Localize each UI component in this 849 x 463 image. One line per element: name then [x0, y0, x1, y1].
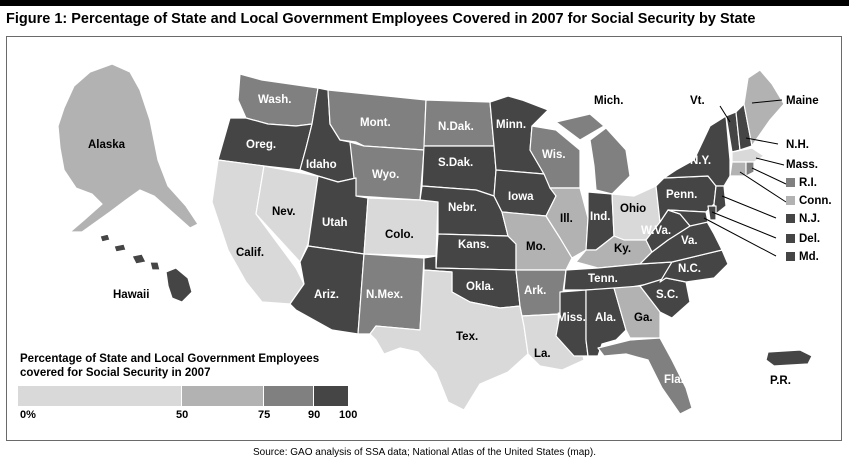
- label-minn: Minn.: [496, 119, 526, 131]
- legend-title-line2: covered for Social Security in 2007: [20, 367, 211, 379]
- label-wis: Wis.: [542, 149, 566, 161]
- label-ill: Ill.: [560, 213, 573, 225]
- legend-tick-0: 0%: [20, 409, 36, 421]
- label-maine: Maine: [786, 95, 819, 107]
- label-va: Va.: [681, 235, 698, 247]
- label-ga: Ga.: [634, 312, 653, 324]
- label-vt: Vt.: [690, 95, 705, 107]
- state-tex: [369, 269, 529, 411]
- figure-title: Figure 1: Percentage of State and Local …: [6, 11, 756, 27]
- swatch-md: [786, 252, 795, 261]
- label-mass: Mass.: [786, 159, 818, 171]
- label-ri: R.I.: [799, 177, 817, 189]
- swatch-del: [786, 234, 795, 243]
- state-ill: [545, 187, 589, 259]
- state-hawaii: [99, 233, 193, 303]
- label-ny: N.Y.: [690, 155, 711, 167]
- legend-swatches: [786, 178, 795, 261]
- label-hawaii: Hawaii: [113, 289, 149, 301]
- label-nmex: N.Mex.: [366, 289, 403, 301]
- state-mich: [555, 113, 631, 195]
- legend-seg-90-100: [314, 386, 348, 406]
- label-ohio: Ohio: [620, 203, 646, 215]
- label-ark: Ark.: [524, 285, 546, 297]
- legend-tick-100: 100: [339, 409, 358, 421]
- label-mich: Mich.: [594, 95, 623, 107]
- label-miss: Miss.: [557, 312, 586, 324]
- label-nh: N.H.: [786, 139, 809, 151]
- label-sc: S.C.: [656, 289, 678, 301]
- legend-tick-75: 75: [258, 409, 271, 421]
- legend-tick-50: 50: [176, 409, 189, 421]
- label-mo: Mo.: [526, 241, 546, 253]
- state-nc: [659, 249, 729, 283]
- label-ala: Ala.: [595, 312, 616, 324]
- label-conn: Conn.: [799, 195, 832, 207]
- label-alaska: Alaska: [88, 139, 126, 151]
- label-utah: Utah: [322, 217, 348, 229]
- label-wash: Wash.: [258, 94, 291, 106]
- label-okla: Okla.: [466, 281, 494, 293]
- label-ariz: Ariz.: [314, 289, 339, 301]
- label-wva: W.Va.: [641, 225, 671, 237]
- swatch-ri: [786, 178, 795, 187]
- state-ny: [663, 115, 731, 187]
- state-fla: [597, 337, 693, 415]
- label-mont: Mont.: [360, 117, 391, 129]
- state-nj: [713, 185, 727, 215]
- top-rule: [0, 0, 849, 6]
- label-penn: Penn.: [666, 189, 697, 201]
- label-calif: Calif.: [236, 247, 264, 259]
- state-ri: [745, 161, 755, 177]
- state-maine: [743, 69, 785, 147]
- state-md: [667, 209, 709, 227]
- legend-title: Percentage of State and Local Government…: [20, 352, 320, 380]
- label-del: Del.: [799, 233, 820, 245]
- swatch-conn: [786, 196, 795, 205]
- label-oreg: Oreg.: [246, 139, 276, 151]
- label-kans: Kans.: [458, 239, 489, 251]
- label-ind: Ind.: [590, 211, 610, 223]
- state-del: [707, 205, 717, 221]
- label-pr: P.R.: [770, 375, 791, 387]
- label-wyo: Wyo.: [372, 169, 399, 181]
- source-note: Source: GAO analysis of SSA data; Nation…: [253, 447, 596, 458]
- leader-lines: [703, 99, 787, 257]
- legend-tick-90: 90: [308, 409, 321, 421]
- label-tex: Tex.: [456, 331, 478, 343]
- state-colo: [363, 197, 439, 257]
- state-pr: [765, 349, 813, 367]
- legend-seg-0-50: [18, 386, 182, 406]
- legend-title-line1: Percentage of State and Local Government…: [20, 353, 320, 365]
- label-idaho: Idaho: [306, 159, 337, 171]
- label-fla: Fla.: [664, 374, 684, 386]
- label-nebr: Nebr.: [448, 202, 477, 214]
- label-la: La.: [534, 348, 551, 360]
- label-nc: N.C.: [678, 263, 701, 275]
- label-ky: Ky.: [614, 243, 631, 255]
- swatch-nj: [786, 214, 795, 223]
- state-alaska: [57, 63, 199, 233]
- label-md: Md.: [799, 251, 819, 263]
- legend-seg-50-75: [182, 386, 264, 406]
- label-nj: N.J.: [799, 213, 820, 225]
- legend-seg-75-90: [264, 386, 314, 406]
- label-nev: Nev.: [272, 206, 295, 218]
- label-iowa: Iowa: [508, 191, 534, 203]
- label-sdak: S.Dak.: [438, 157, 473, 169]
- label-ndak: N.Dak.: [438, 121, 474, 133]
- label-colo: Colo.: [385, 229, 414, 241]
- label-tenn: Tenn.: [588, 273, 618, 285]
